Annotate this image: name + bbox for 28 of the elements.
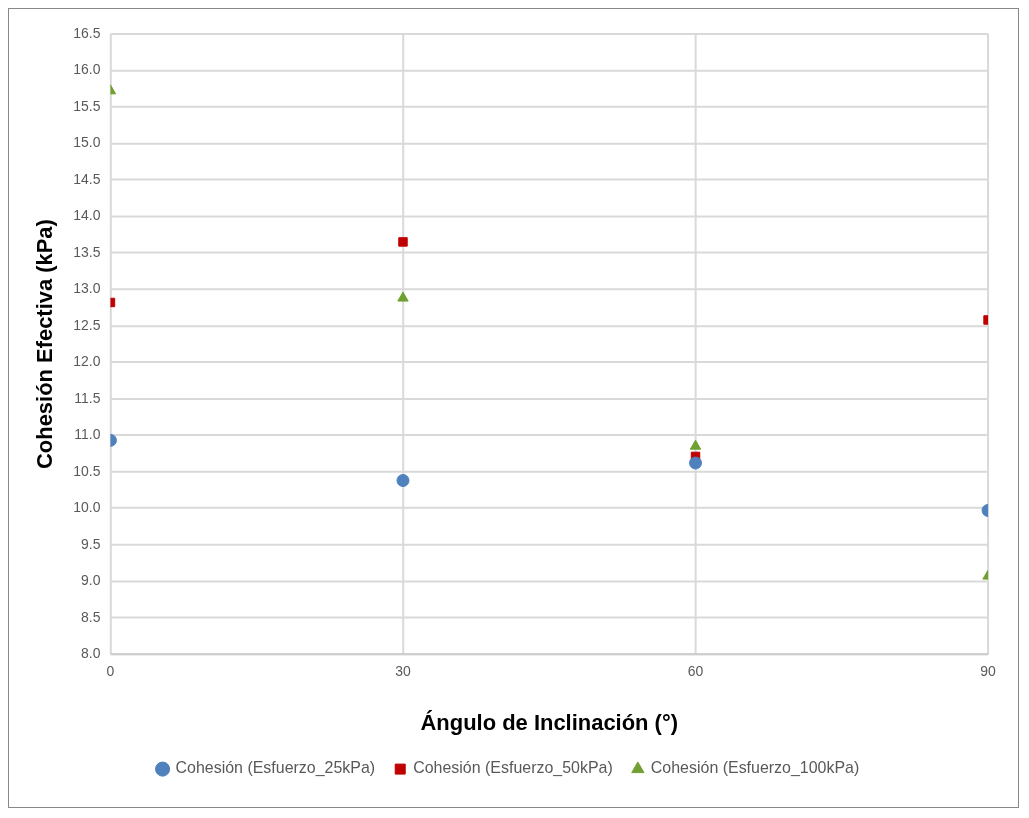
y-tick-label: 14.0: [73, 207, 101, 224]
x-tick-label: 30: [395, 663, 411, 680]
legend-label: Cohesión (Esfuerzo_100kPa): [650, 759, 860, 778]
point: [398, 237, 408, 247]
y-tick-label: 8.5: [81, 608, 101, 625]
x-tick-label: 60: [687, 663, 704, 680]
y-axis-title: Cohesión Efectiva (kPa): [32, 219, 58, 469]
y-tick-label: 15.5: [73, 97, 101, 114]
y-tick-label: 10.0: [73, 499, 101, 516]
y-tick-label: 14.5: [73, 170, 101, 187]
y-tick-label: 13.5: [73, 243, 101, 260]
y-tick-label: 9.0: [81, 572, 101, 589]
y-tick-label: 13.0: [73, 280, 101, 297]
y-tick-label: 16.0: [73, 61, 101, 78]
y-tick-label: 12.5: [73, 316, 101, 333]
legend-label: Cohesión (Esfuerzo_50kPa): [413, 759, 613, 778]
x-axis-title: Ángulo de Inclinación (°): [420, 710, 678, 736]
y-tick-label: 15.0: [73, 134, 101, 151]
y-tick-label: 11.0: [74, 426, 101, 443]
y-tick-label: 9.5: [81, 535, 101, 552]
y-tick-label: 16.5: [73, 24, 101, 41]
y-tick-label: 10.5: [73, 462, 101, 479]
x-tick-label: 0: [106, 663, 115, 680]
y-tick-label: 12.0: [73, 353, 101, 370]
legend-label: Cohesión (Esfuerzo_25kPa): [175, 759, 376, 778]
x-tick-label: 90: [980, 663, 997, 680]
y-tick-label: 11.5: [74, 389, 101, 406]
y-tick-label: 8.0: [81, 645, 101, 662]
